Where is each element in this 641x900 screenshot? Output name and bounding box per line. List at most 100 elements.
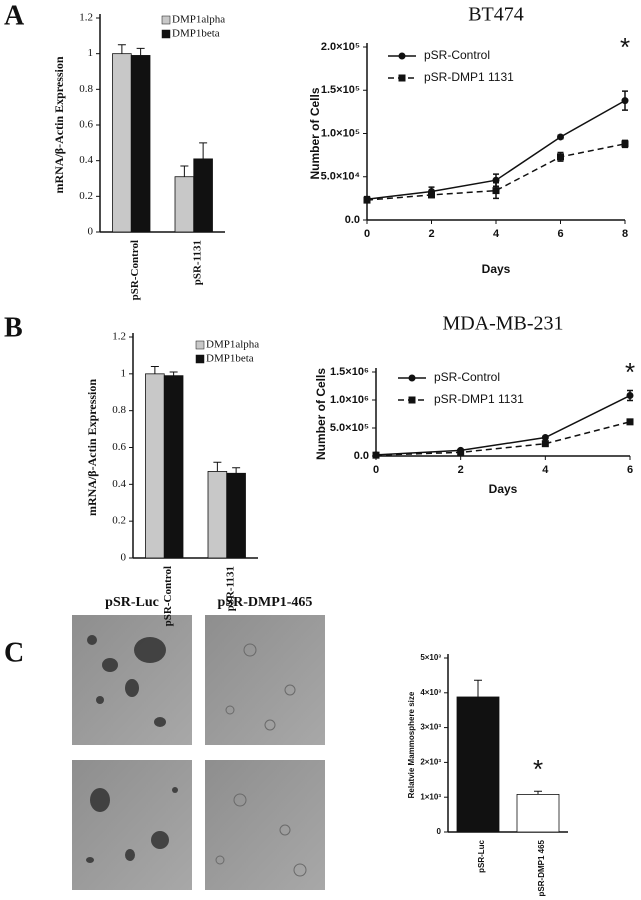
error-bar — [232, 467, 241, 474]
error-bar — [180, 165, 189, 177]
legend-marker — [408, 396, 416, 404]
legend-marker — [398, 52, 406, 60]
micrograph — [72, 760, 192, 890]
y-tick-label: 0.4 — [112, 478, 126, 490]
legend-swatch — [195, 354, 205, 364]
x-tick-label: pSR-Control — [129, 240, 141, 300]
point — [541, 440, 549, 448]
bar — [112, 53, 132, 233]
image-title: pSR-Luc — [105, 595, 159, 610]
y-axis-label: mRNA/β-Actin Expression — [52, 56, 66, 193]
bar — [456, 696, 500, 833]
legend-swatch — [195, 340, 205, 350]
bar — [130, 55, 151, 233]
error-bar — [136, 47, 145, 56]
annotation: * — [533, 754, 543, 784]
chart: 0 0.2 0.4 0.6 0.8 1 1.2 mRNA/β-Actin Expression… — [85, 331, 260, 627]
legend-label: pSR-DMP1 1131 — [424, 70, 514, 84]
error-bar — [150, 365, 159, 374]
y-tick-label: 2×10³ — [420, 758, 441, 767]
bar — [226, 472, 246, 559]
point — [621, 97, 629, 105]
y-tick-label: 1.0×10⁵ — [321, 127, 360, 139]
legend-label: pSR-Control — [424, 48, 490, 62]
y-tick-label: 5.0×10⁵ — [330, 422, 369, 434]
x-axis-label: Days — [489, 482, 518, 496]
y-tick-label: 1×10³ — [420, 792, 441, 801]
chart: 0.0 5.0×10⁴ 1.0×10⁵ 1.5×10⁵ 2.0×10⁵ Number of… — [308, 4, 630, 277]
y-tick-label: 3×10³ — [420, 723, 441, 732]
x-tick-label: pSR-1131 — [191, 240, 203, 285]
chart-title: BT474 — [468, 4, 524, 26]
y-tick-label: 0.2 — [112, 515, 126, 527]
y-tick-label: 1 — [88, 47, 94, 59]
chart-title: MDA-MB-231 — [442, 313, 563, 335]
point — [621, 140, 629, 148]
error-bar — [534, 790, 542, 795]
x-tick-label: 0 — [373, 464, 379, 476]
y-tick-label: 1 — [121, 367, 127, 379]
error-bar — [199, 142, 208, 159]
x-tick-label: 2 — [428, 228, 434, 240]
y-tick-label: 2.0×10⁵ — [321, 41, 360, 53]
y-tick-label: 0.0 — [354, 450, 369, 462]
point — [557, 133, 564, 141]
point — [492, 176, 500, 184]
legend-label: pSR-DMP1 1131 — [434, 392, 524, 406]
x-tick-label: 4 — [542, 464, 549, 476]
bar — [163, 375, 184, 559]
point — [492, 187, 500, 195]
y-tick-label: 0.8 — [112, 404, 126, 416]
x-tick-label: pSR-Luc — [477, 839, 486, 872]
y-tick-label: 1.2 — [112, 331, 126, 343]
y-tick-label: 0 — [88, 226, 94, 238]
panel-letter: C — [4, 637, 24, 668]
y-tick-label: 0.8 — [79, 83, 93, 95]
legend-label: DMP1beta — [172, 28, 220, 40]
y-tick-label: 4×10³ — [420, 688, 441, 697]
x-tick-label: 6 — [627, 464, 633, 476]
line — [375, 421, 631, 456]
panel-letter: A — [4, 0, 25, 31]
error-bar — [117, 44, 126, 54]
y-tick-label: 1.5×10⁵ — [321, 84, 360, 96]
chart: 0 0.2 0.4 0.6 0.8 1 1.2 mRNA/β-Actin Expression… — [52, 12, 226, 301]
y-axis-label: Number of Cells — [308, 87, 322, 179]
error-bar — [474, 679, 482, 697]
x-tick-label: pSR-Control — [162, 566, 174, 626]
legend-label: pSR-Control — [434, 370, 500, 384]
point — [557, 153, 564, 161]
point — [428, 191, 435, 199]
legend-label: DMP1alpha — [206, 339, 259, 351]
y-axis-label: mRNA/β-Actin Expression — [85, 379, 99, 516]
chart: 0 1×10³ 2×10³ 3×10³ 4×10³ 5×10³ Relatvie Mammo… — [407, 653, 568, 896]
y-tick-label: 1.5×10⁶ — [330, 366, 369, 378]
x-axis-label: Days — [482, 262, 511, 276]
point — [541, 434, 549, 442]
line — [366, 143, 626, 201]
y-tick-label: 0.6 — [79, 119, 93, 131]
y-tick-label: 1.2 — [79, 12, 93, 24]
x-tick-label: 8 — [622, 228, 628, 240]
bar — [174, 176, 195, 233]
bar — [516, 794, 560, 833]
y-tick-label: 1.0×10⁶ — [330, 394, 369, 406]
legend-label: DMP1alpha — [172, 14, 225, 26]
legend-swatch — [161, 15, 171, 25]
micrograph — [205, 760, 325, 890]
x-tick-label: 6 — [557, 228, 563, 240]
annotation: * — [620, 32, 630, 62]
point — [457, 448, 465, 456]
legend-label: DMP1beta — [206, 353, 254, 365]
line — [375, 394, 631, 456]
x-tick-label: 4 — [493, 228, 500, 240]
y-tick-label: 5×10³ — [420, 653, 441, 662]
y-tick-label: 0 — [121, 552, 127, 564]
x-tick-label: pSR-1131 — [224, 566, 236, 611]
point — [363, 196, 371, 204]
panel-letter: B — [4, 312, 23, 343]
micrographs — [72, 615, 325, 890]
point — [626, 418, 634, 426]
